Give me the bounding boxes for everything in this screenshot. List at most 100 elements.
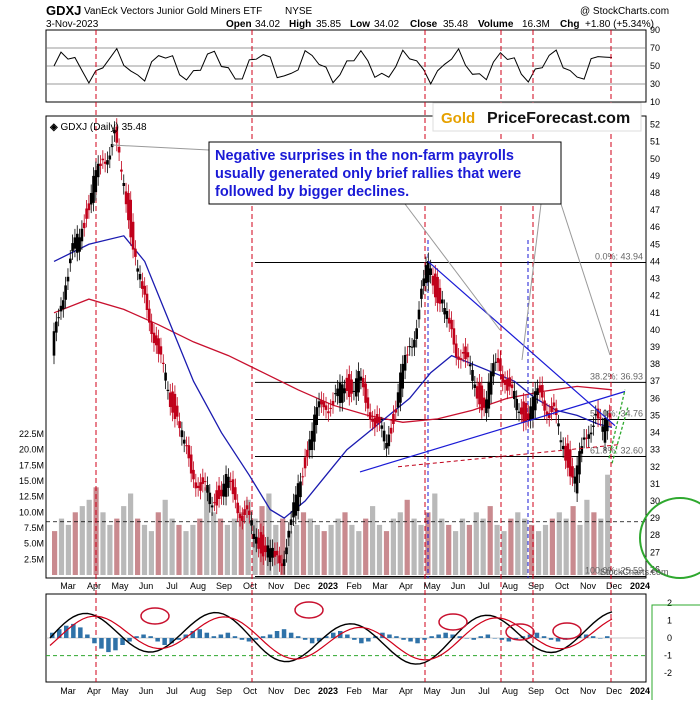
volume-bar xyxy=(390,518,396,575)
candle-body xyxy=(199,482,202,491)
macd-histogram-bar xyxy=(352,638,357,640)
candle-body xyxy=(445,311,449,319)
candle-body xyxy=(85,208,88,219)
macd-histogram-bar xyxy=(204,632,210,638)
volume-bar xyxy=(107,524,113,575)
candle-body xyxy=(76,233,79,253)
candle-body xyxy=(189,454,193,474)
open-value: 34.02 xyxy=(255,19,280,30)
macd-histogram-bar xyxy=(246,638,252,642)
candle-body xyxy=(554,408,558,415)
candle-body xyxy=(201,477,205,484)
rsi-y-tick: 70 xyxy=(650,43,660,53)
candle-body xyxy=(466,352,470,358)
candle-body xyxy=(192,469,195,480)
candle-body xyxy=(275,550,279,556)
candle-body xyxy=(350,379,353,394)
candle-body xyxy=(436,276,439,303)
macd-histogram-bar xyxy=(169,638,174,644)
chg-label: Chg xyxy=(560,19,579,30)
rsi-y-tick: 50 xyxy=(650,61,660,71)
volume-bar xyxy=(72,512,78,575)
candle-body xyxy=(141,281,144,289)
copyright-label: @ StockCharts.com xyxy=(580,6,669,17)
price-y-tick: 32 xyxy=(650,462,660,472)
security-name: VanEck Vectors Junior Gold Miners ETF xyxy=(84,6,262,17)
candle-body xyxy=(545,411,549,416)
price-y-tick: 51 xyxy=(650,137,660,147)
macd-histogram-bar xyxy=(71,623,76,638)
macd-histogram-bar xyxy=(162,638,167,645)
candle-body xyxy=(175,405,179,417)
macd-histogram-bar xyxy=(605,636,610,638)
price-y-tick: 50 xyxy=(650,154,660,164)
macd-histogram-bar xyxy=(92,638,97,644)
rsi-line xyxy=(53,47,613,86)
macd-histogram-bar xyxy=(141,634,146,638)
macd-histogram-bar xyxy=(148,636,153,638)
candle-body xyxy=(301,476,305,478)
macd-histogram-bar xyxy=(555,638,561,642)
rsi-y-tick: 10 xyxy=(650,97,660,107)
fib-label: 0.0%: 43.94 xyxy=(595,251,643,261)
macd-histogram-bar xyxy=(457,636,462,638)
fib-label: 38.2%: 36.93 xyxy=(590,371,643,381)
candle-body xyxy=(120,169,123,172)
macd-histogram-bar xyxy=(359,638,364,644)
price-x-tick: Apr xyxy=(87,581,101,591)
candle-body xyxy=(203,481,207,483)
volume-bar xyxy=(439,518,445,575)
candle-body xyxy=(385,442,388,449)
volume-bar xyxy=(79,506,85,575)
macd-histogram-bar xyxy=(492,638,498,639)
candle-body xyxy=(447,317,451,324)
macd-histogram-bar xyxy=(401,638,406,640)
volume-axis-label: 10.0M xyxy=(19,507,44,517)
annotation-line-2: usually generated only brief rallies tha… xyxy=(215,166,521,182)
candle-body xyxy=(606,419,609,432)
macd-x-tick: Feb xyxy=(346,686,362,696)
volume-bar xyxy=(86,499,92,575)
price-x-tick: Aug xyxy=(190,581,206,591)
candle-body xyxy=(492,363,495,377)
price-x-tick: Mar xyxy=(372,581,388,591)
macd-x-tick: Apr xyxy=(399,686,413,696)
candle-body xyxy=(324,405,328,410)
macd-histogram-bar xyxy=(288,632,294,638)
volume-bar xyxy=(501,531,507,575)
price-y-tick: 28 xyxy=(650,530,660,540)
candle-body xyxy=(468,364,472,367)
candle-body xyxy=(241,516,244,521)
price-y-tick: 34 xyxy=(650,428,660,438)
candle-body xyxy=(122,183,126,186)
macd-histogram-bar xyxy=(260,636,266,638)
volume-bar xyxy=(231,518,237,575)
candle-body xyxy=(229,480,232,482)
candle-body xyxy=(580,446,584,454)
macd-x-tick: Aug xyxy=(502,686,518,696)
candle-body xyxy=(343,388,346,394)
macd-signal-line xyxy=(49,615,613,661)
price-y-tick: 27 xyxy=(650,547,660,557)
price-y-tick: 41 xyxy=(650,308,660,318)
macd-histogram-bar xyxy=(499,638,505,640)
candle-body xyxy=(117,146,121,153)
volume-axis-label: 12.5M xyxy=(19,492,44,502)
volume-bar xyxy=(570,506,576,575)
candle-body xyxy=(355,378,358,397)
macd-histogram-bar xyxy=(281,629,287,638)
candle-body xyxy=(547,412,551,418)
candle-body xyxy=(238,514,242,519)
volume-axis-label: 22.5M xyxy=(19,429,44,439)
macd-histogram-bar xyxy=(218,634,224,638)
macd-histogram-bar xyxy=(211,636,217,638)
volume-bar xyxy=(598,518,604,575)
macd-x-tick: Jul xyxy=(166,686,178,696)
volume-bar xyxy=(128,493,134,575)
volume-bar xyxy=(446,524,452,575)
volume-bar xyxy=(114,518,120,575)
volume-bar xyxy=(176,524,182,575)
volume-bar xyxy=(563,518,569,575)
candle-body xyxy=(280,563,284,567)
